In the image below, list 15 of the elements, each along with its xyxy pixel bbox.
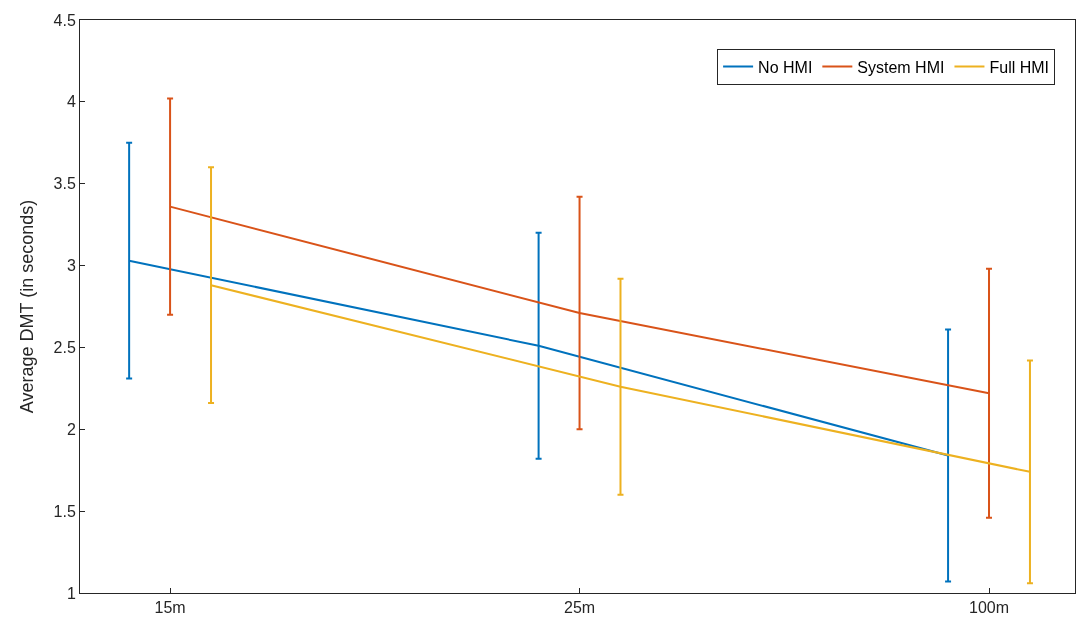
y-tick-label: 1 [66,584,76,602]
legend-label: No HMI [758,58,813,76]
legend-label: Full HMI [989,58,1050,76]
y-tick-label: 2.5 [53,339,76,357]
y-axis-title: Average DMT (in seconds) [16,199,37,414]
y-tick-label: 2 [66,420,76,438]
x-tick-label: 15m [154,599,186,617]
y-tick-label: 4.5 [53,11,76,29]
y-tick-label: 4 [66,93,76,111]
legend-label: System HMI [857,58,945,76]
y-tick-label: 3.5 [53,175,76,193]
x-tick-label: 100m [968,599,1010,617]
y-tick-label: 3 [66,257,76,275]
x-tick-label: 25m [563,599,596,617]
y-tick-label: 1.5 [53,502,76,520]
